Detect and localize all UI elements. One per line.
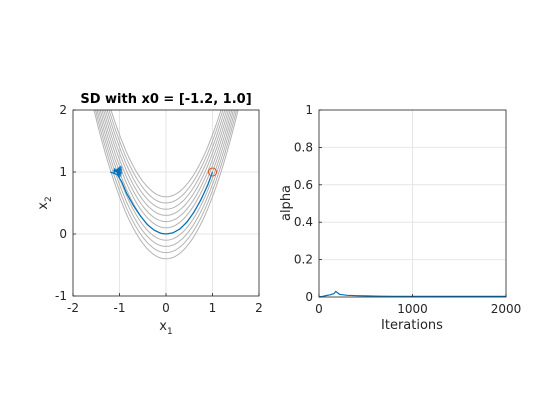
contour-plot-title: SD with x0 = [-1.2, 1.0] xyxy=(80,92,251,107)
descent-path-line xyxy=(109,171,214,235)
ax2-ytick-label-3: 0.6 xyxy=(294,178,313,192)
ax2-ytick-label-1: 0.2 xyxy=(294,253,313,267)
alpha-series-layer xyxy=(319,290,506,298)
alpha-plot-ticks: 0 1000 2000 0 0.2 0.4 0.6 0.8 1 xyxy=(294,103,521,316)
minimum-marker xyxy=(208,167,217,177)
ax1-ytick-label-2: 1 xyxy=(59,165,67,179)
ax1-ytick-label-0: -1 xyxy=(55,289,67,303)
contour-plot-ylabel-base: x xyxy=(36,202,51,210)
contour-line-8 xyxy=(96,110,236,247)
contour-line-2 xyxy=(106,110,226,210)
descent-start-zigzag xyxy=(113,165,123,178)
alpha-plot-xlabel: Iterations xyxy=(381,318,443,333)
ax2-ytick-label-2: 0.4 xyxy=(294,215,313,229)
contour-plot-ylabel-sub: 2 xyxy=(44,196,54,202)
ax2-ytick-label-4: 0.8 xyxy=(294,140,313,154)
alpha-plot: 0 1000 2000 0 0.2 0.4 0.6 0.8 1 Iterations alpha xyxy=(279,103,521,333)
alpha-series-line xyxy=(319,290,506,298)
ax1-xtick-label-1: -1 xyxy=(114,301,126,315)
ax2-ytick-label-5: 1 xyxy=(305,103,313,117)
ax1-xtick-label-0: -2 xyxy=(67,301,79,315)
contour-plot-xlabel-sub: 1 xyxy=(167,327,173,337)
contour-line-1 xyxy=(108,110,224,204)
ax1-xtick-label-3: 1 xyxy=(209,301,217,315)
ax1-xtick-label-4: 2 xyxy=(255,301,263,315)
contour-line-0 xyxy=(110,110,222,198)
contour-plot-ylabel: x2 xyxy=(36,196,54,209)
ax1-ytick-label-3: 2 xyxy=(59,103,67,117)
ax1-xtick-label-2: 0 xyxy=(162,301,170,315)
contour-line-7 xyxy=(98,110,234,241)
contour-line-3 xyxy=(104,110,228,216)
ax2-xtick-label-1: 1000 xyxy=(397,302,428,316)
descent-path-layer xyxy=(109,165,217,235)
contour-line-4 xyxy=(103,110,229,223)
contour-plot-xlabel-base: x xyxy=(159,319,167,334)
ax2-ytick-label-0: 0 xyxy=(305,290,313,304)
alpha-plot-ylabel: alpha xyxy=(279,185,294,221)
ax1-ytick-label-1: 0 xyxy=(59,227,67,241)
contour-plot-xlabel: x1 xyxy=(159,319,172,337)
contour-line-9 xyxy=(95,110,238,254)
ax2-xtick-label-0: 0 xyxy=(315,302,323,316)
ax2-xtick-label-2: 2000 xyxy=(491,302,522,316)
contour-line-5 xyxy=(101,110,231,229)
contour-lines xyxy=(93,110,239,260)
contour-line-10 xyxy=(93,110,239,260)
